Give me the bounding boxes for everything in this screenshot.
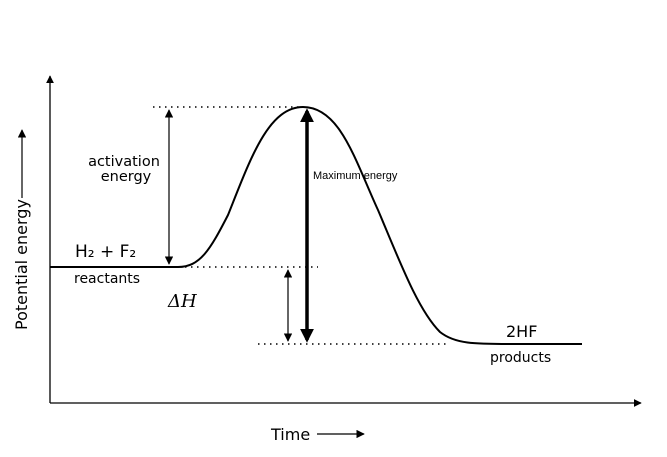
maximum-energy-label: Maximum energy xyxy=(313,170,398,182)
products-formula: 2HF xyxy=(506,322,537,341)
y-axis-label: Potential energy xyxy=(12,199,31,330)
products-label: products xyxy=(490,350,551,366)
y-axis-label-group: Potential energy xyxy=(12,129,31,330)
reactants-label: reactants xyxy=(74,271,140,287)
energy-curve xyxy=(50,105,582,345)
delta-h-label: ΔH xyxy=(167,291,197,312)
reactants-formula: H₂ + F₂ xyxy=(75,242,136,262)
activation-label-line1: activation xyxy=(88,154,160,170)
activation-label-line2: energy xyxy=(101,169,152,185)
x-axis-label: Time xyxy=(270,425,310,444)
